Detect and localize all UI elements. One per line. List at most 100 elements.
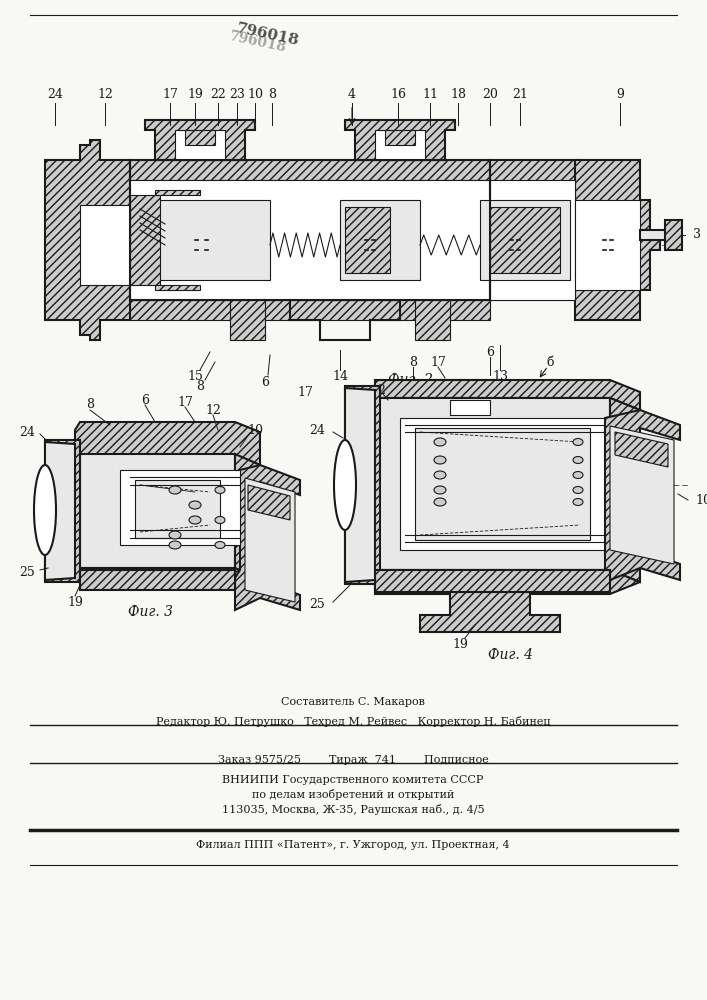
Ellipse shape (573, 498, 583, 506)
Ellipse shape (215, 516, 225, 524)
Polygon shape (175, 130, 225, 160)
Text: 21: 21 (512, 89, 528, 102)
Polygon shape (140, 200, 270, 280)
Polygon shape (235, 465, 300, 610)
Text: ВНИИПИ Государственного комитета СССР: ВНИИПИ Государственного комитета СССР (222, 775, 484, 785)
Polygon shape (375, 570, 610, 592)
Polygon shape (75, 422, 260, 465)
Text: 17: 17 (297, 385, 313, 398)
Bar (415, 300, 450, 340)
Text: 4: 4 (348, 89, 356, 102)
Text: 9: 9 (616, 89, 624, 102)
Text: по делам изобретений и открытий: по делам изобретений и открытий (252, 789, 454, 800)
Polygon shape (605, 410, 680, 580)
Polygon shape (665, 220, 682, 250)
Text: 22: 22 (210, 89, 226, 102)
Text: Фиг. 3: Фиг. 3 (127, 605, 173, 619)
Polygon shape (130, 180, 490, 300)
Polygon shape (340, 200, 420, 280)
Polygon shape (80, 454, 235, 568)
Text: Филиал ППП «Патент», г. Ужгород, ул. Проектная, 4: Филиал ППП «Патент», г. Ужгород, ул. Про… (196, 840, 510, 850)
Text: 24: 24 (19, 426, 35, 438)
Text: 3: 3 (693, 229, 701, 241)
Text: 10: 10 (247, 89, 263, 102)
Text: 16: 16 (390, 89, 406, 102)
Text: 10: 10 (695, 493, 707, 506)
Polygon shape (248, 485, 290, 520)
Text: 796018: 796018 (235, 22, 300, 48)
Text: 19: 19 (187, 89, 203, 102)
Text: 12: 12 (370, 383, 386, 396)
Polygon shape (155, 190, 200, 195)
Ellipse shape (34, 465, 56, 555)
Ellipse shape (434, 471, 446, 479)
Polygon shape (45, 140, 130, 340)
Text: 25: 25 (19, 566, 35, 578)
Polygon shape (135, 480, 220, 538)
Text: Фиг. 4: Фиг. 4 (488, 648, 532, 662)
Ellipse shape (434, 486, 446, 494)
Polygon shape (375, 398, 610, 570)
Ellipse shape (169, 486, 181, 494)
Ellipse shape (573, 438, 583, 446)
Polygon shape (45, 442, 75, 580)
Ellipse shape (573, 487, 583, 493)
Text: 8: 8 (196, 379, 204, 392)
Text: 11: 11 (422, 89, 438, 102)
Text: 8: 8 (268, 89, 276, 102)
Text: 24: 24 (309, 424, 325, 436)
Ellipse shape (215, 487, 225, 493)
Text: 19: 19 (452, 639, 468, 652)
Polygon shape (610, 398, 640, 582)
Bar (230, 300, 265, 340)
Polygon shape (400, 418, 605, 550)
Polygon shape (75, 454, 80, 578)
Bar (185, 130, 215, 145)
Ellipse shape (334, 440, 356, 530)
Text: 13: 13 (492, 369, 508, 382)
Polygon shape (45, 440, 80, 582)
Ellipse shape (434, 498, 446, 506)
Polygon shape (375, 380, 640, 410)
Text: Фиг. 2: Фиг. 2 (387, 373, 433, 387)
Polygon shape (235, 454, 260, 580)
Polygon shape (345, 386, 380, 584)
Text: 25: 25 (309, 597, 325, 610)
Ellipse shape (169, 531, 181, 539)
Ellipse shape (189, 501, 201, 509)
Text: 796018: 796018 (228, 29, 288, 55)
Polygon shape (575, 200, 640, 290)
Text: Составитель С. Макаров: Составитель С. Макаров (281, 697, 425, 707)
Polygon shape (345, 207, 390, 273)
Ellipse shape (169, 541, 181, 549)
Text: Заказ 9575/25        Тираж  741        Подписное: Заказ 9575/25 Тираж 741 Подписное (218, 755, 489, 765)
Text: 17: 17 (162, 89, 178, 102)
Polygon shape (610, 426, 674, 564)
Text: б: б (547, 356, 554, 368)
Polygon shape (490, 207, 560, 273)
Polygon shape (245, 478, 295, 602)
Polygon shape (450, 400, 490, 415)
Text: 10: 10 (247, 424, 263, 436)
Ellipse shape (434, 456, 446, 464)
Polygon shape (130, 160, 490, 180)
Text: 17: 17 (430, 356, 446, 368)
Polygon shape (145, 120, 255, 160)
Polygon shape (415, 428, 590, 540)
Text: 24: 24 (47, 89, 63, 102)
Text: 8: 8 (409, 356, 417, 368)
Polygon shape (420, 592, 560, 632)
Polygon shape (130, 300, 490, 320)
Ellipse shape (573, 456, 583, 464)
Text: 15: 15 (187, 369, 203, 382)
Text: 6: 6 (141, 393, 149, 406)
Ellipse shape (434, 438, 446, 446)
Polygon shape (130, 195, 160, 285)
Polygon shape (575, 160, 660, 320)
Polygon shape (490, 160, 580, 300)
Polygon shape (375, 570, 640, 594)
Text: Редактор Ю. Петрушко   Техред М. Рейвес   Корректор Н. Бабинец: Редактор Ю. Петрушко Техред М. Рейвес Ко… (156, 716, 550, 727)
Bar (385, 130, 415, 145)
Text: 12: 12 (97, 89, 113, 102)
Polygon shape (75, 568, 260, 590)
